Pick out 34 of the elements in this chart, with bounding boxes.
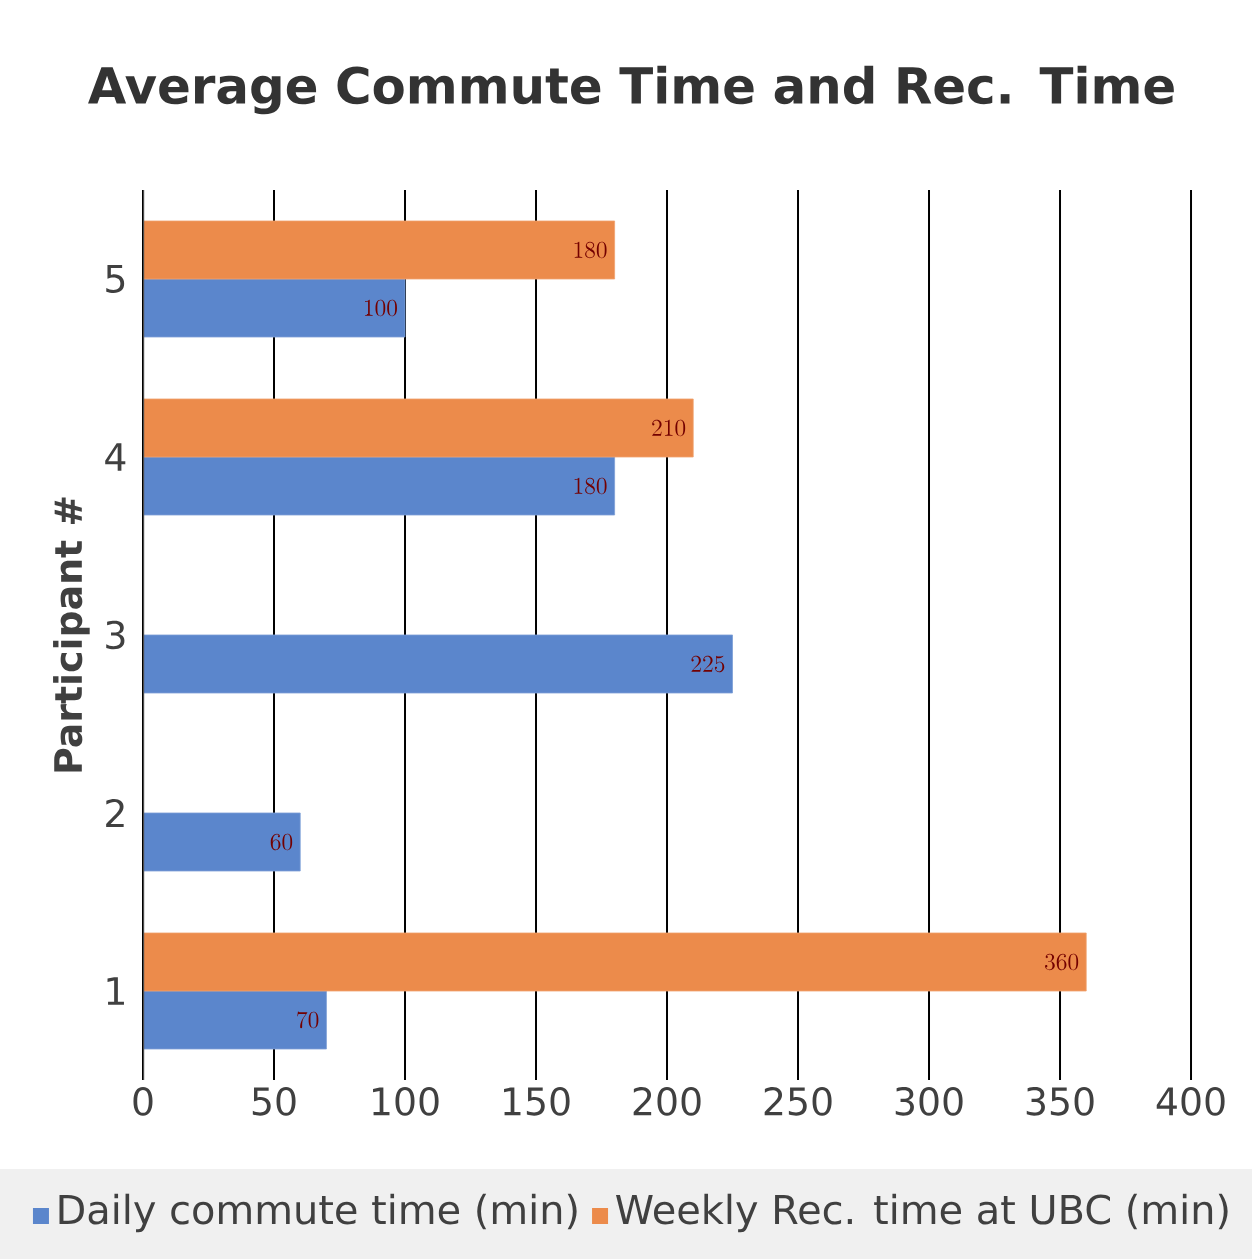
legend-label: Weekly Rec. time at UBC (min) (616, 1193, 1228, 1233)
x-tick-label: 350 (1026, 1087, 1094, 1116)
data-label: 225 (691, 655, 725, 673)
bar (143, 220, 616, 280)
y-tick-label: 1 (107, 977, 124, 1005)
bar (143, 278, 406, 338)
y-tick-label: 2 (106, 798, 124, 828)
x-tick-label: 250 (764, 1087, 832, 1116)
data-label: 100 (365, 299, 397, 317)
legend-label: Daily commute time (min) (59, 1193, 577, 1233)
x-tick-label: 50 (252, 1087, 296, 1116)
bar (143, 398, 694, 458)
x-tick-label: 200 (633, 1087, 701, 1116)
bar (143, 634, 733, 694)
y-tick-label: 3 (106, 620, 125, 650)
data-label: 180 (574, 477, 607, 495)
x-tick-label: 100 (373, 1087, 439, 1116)
y-axis-title: Participant # (53, 497, 90, 772)
data-label: 210 (652, 419, 686, 437)
bar (143, 932, 1087, 992)
y-tick-label: 5 (106, 264, 125, 294)
chart-title: Average Commute Time and Rec. Time (88, 65, 1174, 115)
data-label: 180 (574, 241, 607, 259)
x-tick-label: 0 (133, 1087, 153, 1116)
x-tick-label: 150 (504, 1087, 570, 1116)
bar (143, 812, 301, 872)
data-label: 360 (1045, 953, 1079, 971)
x-tick-label: 400 (1156, 1087, 1225, 1116)
data-label: 70 (297, 1011, 319, 1029)
y-tick-label: 4 (105, 443, 126, 471)
data-label: 60 (270, 833, 293, 851)
bar (143, 990, 327, 1050)
bar (143, 456, 616, 516)
x-tick-label: 300 (895, 1087, 963, 1116)
